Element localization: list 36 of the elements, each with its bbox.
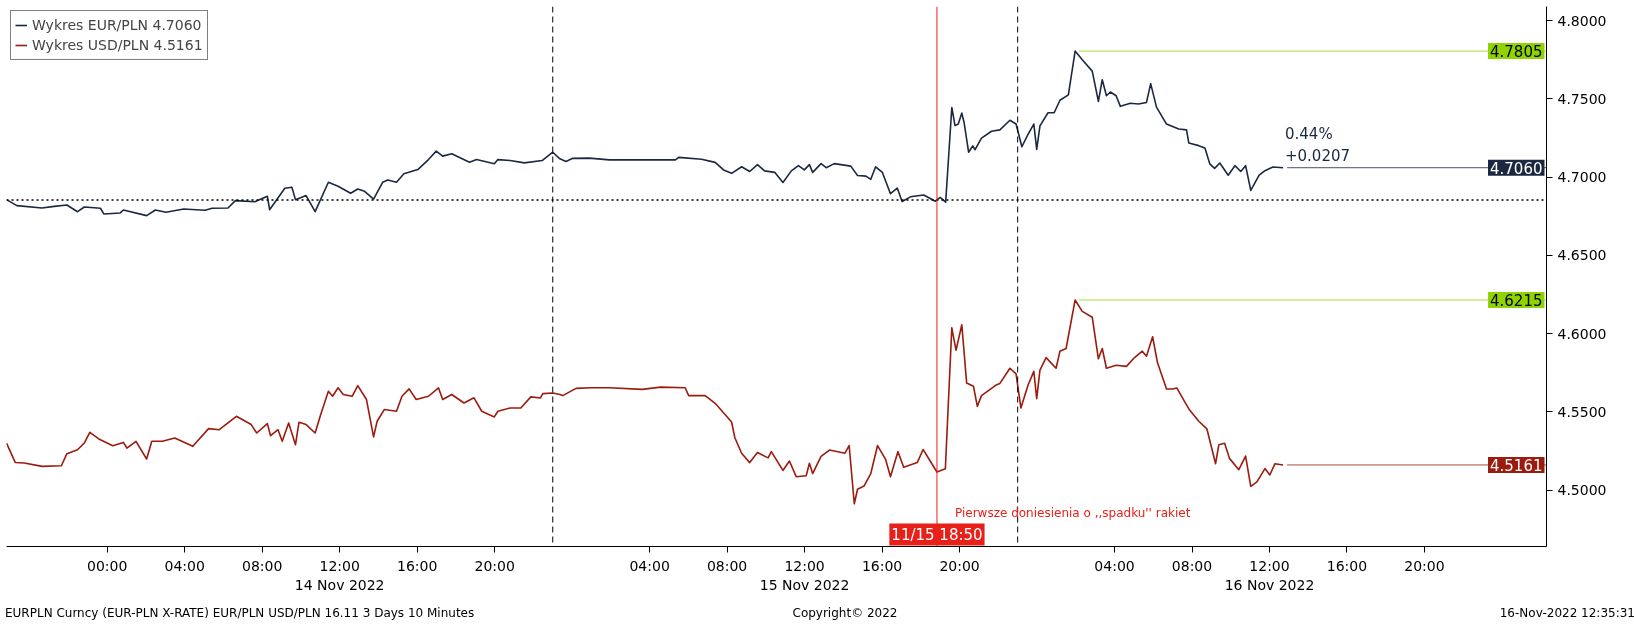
x-tick-label: 16:00 [1326, 557, 1368, 574]
x-tick-label: 12:00 15 Nov 2022 [759, 557, 850, 593]
y-tick-label: 4.5500 [1557, 403, 1607, 420]
x-tick-label: 08:00 [706, 557, 748, 574]
ref-line-label: 4.7060 [1490, 159, 1543, 178]
x-tick-label: 16:00 [396, 557, 438, 574]
text: 16-Nov-2022 12:35:31 [1499, 605, 1634, 622]
text: Copyright© 2022 [792, 605, 898, 622]
ref-line-label: 4.5161 [1490, 456, 1543, 475]
x-tick-label: 20:00 [474, 557, 515, 574]
x-tick-label: 00:00 [87, 557, 128, 574]
annotation: 0.44% +0.0207 [1284, 124, 1351, 165]
x-tick-label: 12:00 14 Nov 2022 [294, 557, 385, 593]
line-series [6, 299, 1284, 505]
x-tick-label: 20:00 [939, 557, 980, 574]
text: EURPLN Curncy (EUR-PLN X-RATE) EUR/PLN USD/PLN 16.11 3 Days 10 Minutes [5, 605, 475, 622]
annotation: Pierwsze doniesienia o ,,spadku'' rakiet [954, 505, 1191, 520]
x-tick-label: 04:00 [164, 557, 205, 574]
legend-label: Wykres USD/PLN 4.5161 [32, 37, 203, 53]
y-tick-label: 4.6500 [1557, 247, 1607, 264]
x-tick-label: 04:00 [629, 557, 670, 574]
y-tick-label: 4.8000 [1557, 12, 1607, 29]
x-tick-label: 20:00 [1404, 557, 1445, 574]
x-tick-label: 16:00 [861, 557, 903, 574]
ref-line-label: 4.6215 [1490, 291, 1543, 310]
ref-line-label: 11/15 18:50 [891, 525, 983, 544]
x-tick-label: 12:00 16 Nov 2022 [1224, 557, 1315, 593]
x-tick-label: 08:00 [1171, 557, 1213, 574]
y-tick-label: 4.7500 [1557, 90, 1607, 107]
ref-line-label: 4.7805 [1490, 43, 1543, 62]
y-tick-label: 4.6000 [1557, 325, 1607, 342]
y-tick-label: 4.5000 [1557, 482, 1607, 499]
y-tick-label: 4.7000 [1557, 169, 1607, 186]
x-tick-label: 04:00 [1094, 557, 1135, 574]
legend-label: Wykres EUR/PLN 4.7060 [32, 17, 202, 33]
x-tick-label: 08:00 [242, 557, 283, 574]
